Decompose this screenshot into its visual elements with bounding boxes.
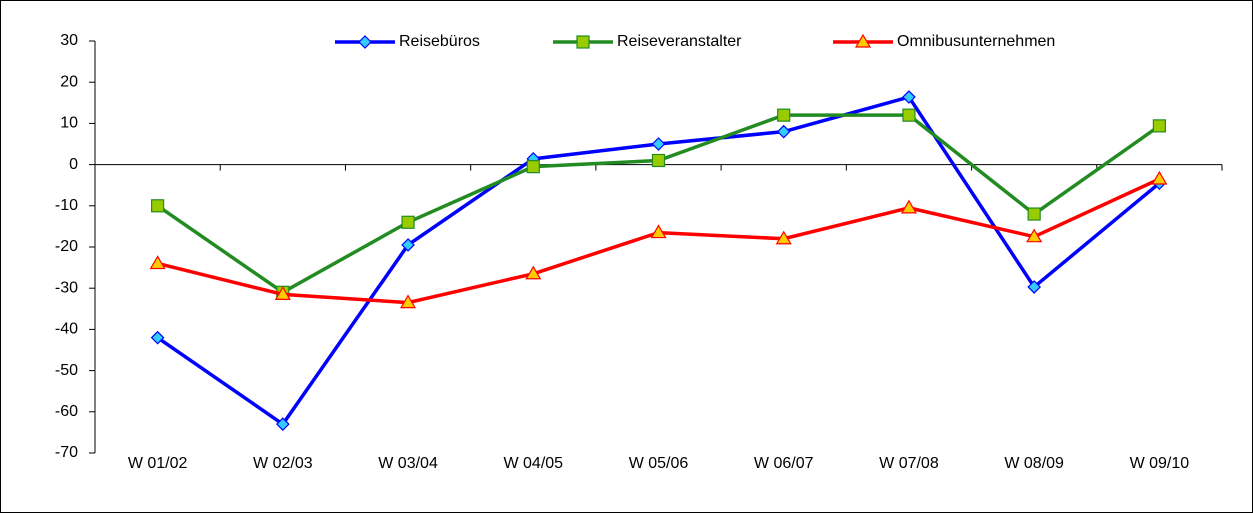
y-tick-label: 10	[60, 115, 78, 132]
marker	[149, 255, 166, 270]
marker	[526, 160, 540, 174]
marker	[576, 35, 590, 49]
y-tick-label: -50	[55, 362, 78, 379]
y-tick-label: 30	[60, 32, 78, 49]
y-tick-label: 0	[69, 156, 78, 173]
marker	[151, 199, 165, 213]
x-tick-label: W 04/05	[503, 455, 563, 472]
marker	[401, 238, 415, 252]
x-tick-label: W 02/03	[253, 455, 313, 472]
marker	[1027, 280, 1042, 294]
marker	[902, 108, 916, 122]
y-tick-label: -20	[55, 238, 78, 255]
y-tick-label: -60	[55, 403, 78, 420]
marker	[1152, 119, 1166, 133]
marker	[651, 137, 666, 151]
x-tick-label: W 01/02	[128, 455, 188, 472]
x-tick-label: W 03/04	[378, 455, 438, 472]
marker	[274, 286, 291, 300]
legend-label: Omnibusunternehmen	[897, 33, 1055, 50]
y-tick-label: -30	[55, 279, 78, 296]
marker	[651, 153, 666, 168]
marker	[275, 417, 290, 432]
y-tick-label: -40	[55, 321, 78, 338]
y-tick-label: 20	[60, 73, 78, 90]
marker	[775, 230, 792, 245]
marker	[902, 90, 916, 104]
marker	[1027, 207, 1041, 221]
x-tick-label: W 08/09	[1004, 455, 1064, 472]
y-tick-label: -70	[55, 444, 78, 461]
legend-label: Reiseveranstalter	[617, 33, 742, 50]
marker	[777, 108, 791, 122]
y-tick-label: -10	[55, 197, 78, 214]
marker	[401, 215, 415, 229]
marker	[400, 294, 417, 309]
marker	[854, 33, 872, 48]
x-tick-label: W 05/06	[629, 455, 689, 472]
marker	[358, 35, 372, 49]
marker	[650, 224, 667, 239]
marker	[776, 124, 791, 139]
marker	[1026, 228, 1043, 243]
marker	[1151, 170, 1168, 185]
legend-label: Reisebüros	[399, 33, 480, 50]
x-tick-label: W 07/08	[879, 455, 939, 472]
x-tick-label: W 06/07	[754, 455, 814, 472]
x-tick-label: W 09/10	[1130, 455, 1190, 472]
marker	[150, 330, 165, 345]
marker	[525, 265, 542, 280]
marker	[900, 199, 917, 214]
